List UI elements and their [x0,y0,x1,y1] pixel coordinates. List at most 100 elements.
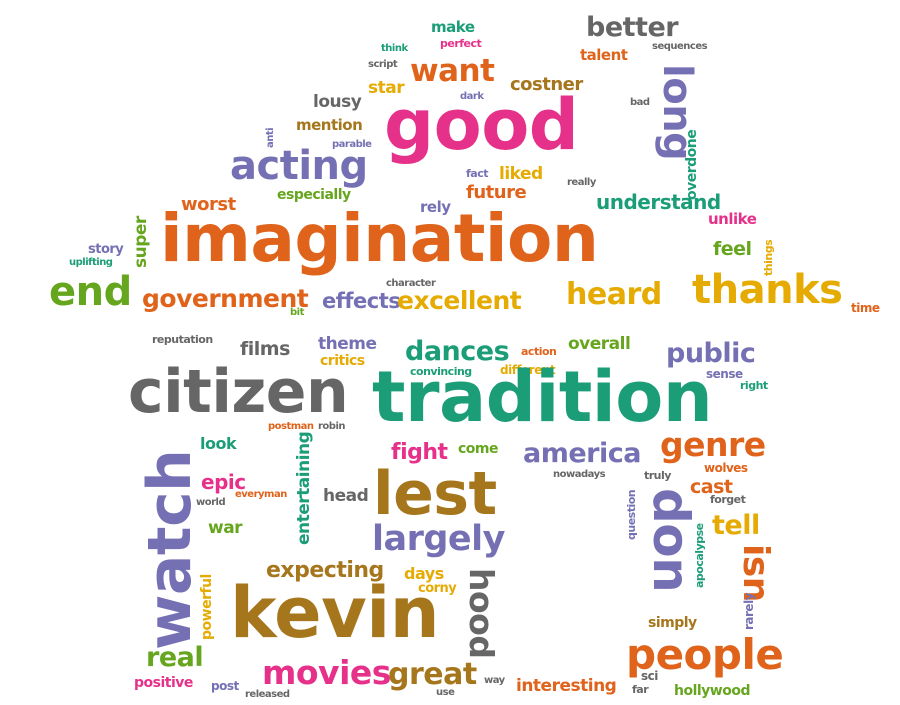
word-make: make [431,18,475,36]
word-everyman: everyman [235,489,287,500]
word-movies: movies [262,653,391,692]
word-tradition: tradition [372,356,713,438]
word-excellent: excellent [397,286,522,315]
word-released: released [245,689,290,700]
word-uplifting: uplifting [69,257,113,268]
word-hollywood: hollywood [674,683,751,699]
word-simply: simply [648,615,697,631]
word-think: think [381,43,408,54]
word-hood: hood [462,568,501,659]
word-cast: cast [690,476,733,498]
word-expecting: expecting [266,558,384,583]
word-fact: fact [466,167,489,180]
word-acting: acting [230,143,368,189]
word-tell: tell [712,510,760,541]
word-people: people [626,630,784,679]
word-critics: critics [320,353,365,369]
word-interesting: interesting [516,676,617,696]
word-largely: largely [372,519,505,559]
word-come: come [458,441,499,457]
word-kevin: kevin [230,572,440,654]
word-citizen: citizen [128,357,349,427]
word-imagination: imagination [160,200,599,277]
word-right: right [740,379,768,392]
word-heard: heard [566,277,662,312]
word-good: good [384,84,579,166]
word-script: script [368,59,398,70]
word-question: question [625,489,638,540]
word-head: head [323,486,369,506]
word-super: super [131,216,151,268]
word-lousy: lousy [313,92,362,112]
word-days: days [404,564,444,583]
word-watch: watch [135,449,205,650]
word-rely: rely [420,198,451,216]
word-war: war [208,518,243,538]
word-public: public [666,338,756,369]
word-liked: liked [499,164,543,184]
word-sci: sci [641,669,658,683]
word-future: future [466,182,527,203]
word-corny: corny [418,581,457,596]
word-entertaining: entertaining [294,431,314,545]
word-mention: mention [296,116,363,134]
word-don: don [642,488,700,593]
word-overall: overall [568,334,631,354]
word-story: story [88,242,124,257]
word-far: far [632,683,649,696]
word-feel: feel [713,238,752,260]
word-thanks: thanks [692,267,843,313]
word-character: character [386,278,436,289]
word-star: star [368,78,405,98]
word-real: real [146,642,204,673]
word-apocalypse: apocalypse [693,523,706,588]
word-forget: forget [710,493,746,506]
word-great: great [388,657,477,692]
word-action: action [521,345,557,358]
word-wolves: wolves [704,461,748,475]
word-fight: fight [391,440,448,465]
word-robin: robin [318,421,346,432]
word-convincing: convincing [410,365,472,378]
word-effects: effects [322,289,401,313]
word-epic: epic [201,470,246,494]
word-reputation: reputation [152,333,213,346]
word-genre: genre [660,425,766,464]
word-sense: sense [706,367,743,381]
word-end: end [49,269,132,315]
word-way: way [484,675,505,686]
word-talent: talent [580,46,628,64]
word-unlike: unlike [708,210,757,228]
word-parable: parable [332,139,372,150]
word-lest: lest [373,459,497,529]
word-especially: especially [277,187,351,203]
word-positive: positive [134,675,193,691]
word-use: use [436,687,455,698]
word-bad: bad [630,97,650,108]
word-worst: worst [181,194,236,215]
word-look: look [200,434,237,453]
word-nowadays: nowadays [553,469,606,480]
word-films: films [240,338,290,360]
word-really: really [567,177,596,188]
word-dances: dances [405,336,510,367]
word-america: america [523,438,641,469]
word-theme: theme [318,334,377,354]
word-different: different [500,363,556,377]
word-powerful: powerful [199,574,215,640]
word-understand: understand [596,190,721,214]
word-postman: postman [268,421,314,432]
word-dark: dark [460,91,484,102]
word-world: world [196,497,226,508]
word-costner: costner [510,74,583,95]
word-want: want [410,53,495,89]
word-rarely: rarely [742,592,756,630]
word-time: time [851,301,880,315]
word-bit: bit [290,307,304,318]
word-post: post [211,679,239,693]
word-truly: truly [644,469,671,482]
word-better: better [586,12,679,43]
word-sequences: sequences [652,41,708,52]
word-government: government [142,284,309,313]
